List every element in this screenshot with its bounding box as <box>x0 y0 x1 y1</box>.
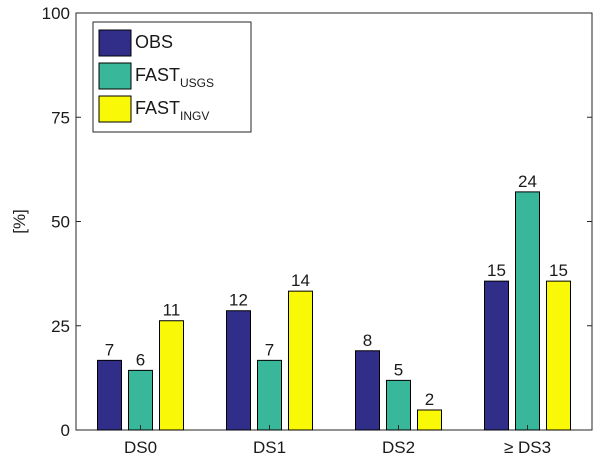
legend-label: FASTUSGS <box>135 65 214 90</box>
data-label: 7 <box>105 340 114 359</box>
data-label: 14 <box>291 271 310 290</box>
bar-obs-3 <box>484 280 509 431</box>
x-tick-label: DS0 <box>124 438 157 457</box>
y-tick-label: 0 <box>61 421 70 440</box>
bar-fast-ingv-3 <box>546 280 571 431</box>
x-tick-label: DS1 <box>253 438 286 457</box>
bar-fast-usgs-3 <box>515 191 540 431</box>
bar-fast-ingv-2 <box>417 409 442 431</box>
y-tick-label: 25 <box>51 317 70 336</box>
bar-obs-0 <box>97 359 122 431</box>
data-label: 15 <box>549 261 568 280</box>
x-tick-label: DS2 <box>382 438 415 457</box>
bar-fast-ingv-1 <box>288 290 313 431</box>
legend-label: OBS <box>135 32 173 52</box>
bar-obs-1 <box>226 310 251 431</box>
y-tick-label: 100 <box>42 4 70 23</box>
legend-label: FASTINGV <box>135 98 209 123</box>
bar-fast-usgs-0 <box>128 369 153 431</box>
bar-obs-2 <box>355 350 380 431</box>
legend-swatch <box>98 95 132 123</box>
data-label: 7 <box>265 340 274 359</box>
data-label: 12 <box>229 291 248 310</box>
data-label: 8 <box>363 331 372 350</box>
bar-fast-ingv-0 <box>159 320 184 431</box>
data-label: 5 <box>394 360 403 379</box>
y-axis-label: [%] <box>10 209 29 234</box>
bar-fast-usgs-1 <box>257 359 282 431</box>
data-label: 2 <box>425 390 434 409</box>
data-label: 11 <box>163 301 181 320</box>
legend-swatch <box>98 62 132 90</box>
bar-fast-usgs-2 <box>386 379 411 431</box>
x-tick-label: ≥ DS3 <box>504 438 551 457</box>
data-label: 6 <box>136 350 145 369</box>
y-tick-label: 75 <box>51 108 70 127</box>
data-label: 24 <box>518 172 537 191</box>
legend-swatch <box>98 29 132 57</box>
data-labels-layer: 7 12 8 15 6 7 5 24 11 14 2 15 <box>105 172 568 409</box>
data-label: 15 <box>487 261 506 280</box>
y-tick-label: 50 <box>51 213 70 232</box>
legend: OBS FASTUSGS FASTINGV <box>92 21 252 133</box>
